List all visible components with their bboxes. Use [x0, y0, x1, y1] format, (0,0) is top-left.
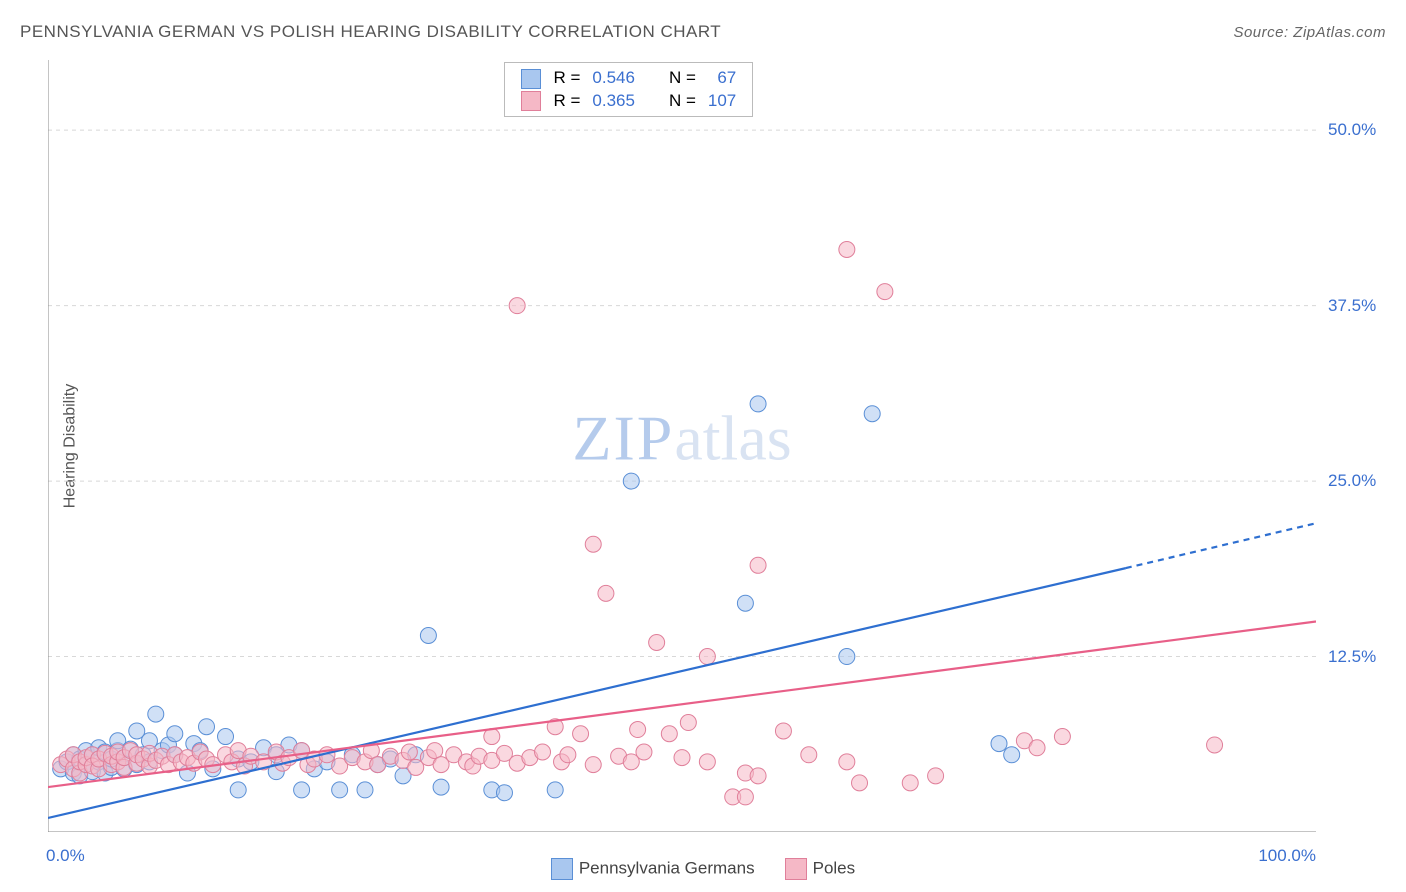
stat-r-value: 0.365 [586, 90, 641, 113]
title-bar: PENNSYLVANIA GERMAN VS POLISH HEARING DI… [20, 22, 1386, 42]
stat-n-label: N = [663, 67, 702, 90]
stat-swatch [521, 69, 541, 89]
y-tick-label: 37.5% [1328, 296, 1376, 316]
chart-title: PENNSYLVANIA GERMAN VS POLISH HEARING DI… [20, 22, 721, 42]
scatter-chart [48, 60, 1316, 832]
y-tick-label: 50.0% [1328, 120, 1376, 140]
stat-r-label: R = [547, 90, 586, 113]
plot-area: ZIPatlas R = 0.546 N = 67 R = 0.365 N = … [48, 60, 1316, 832]
series-legend: Pennsylvania Germans Poles [0, 858, 1406, 880]
stat-n-label: N = [663, 90, 702, 113]
legend-label: Poles [813, 858, 856, 877]
legend-item: Pennsylvania Germans [551, 858, 755, 880]
correlation-legend: R = 0.546 N = 67 R = 0.365 N = 107 [504, 62, 753, 117]
source-label: Source: ZipAtlas.com [1233, 24, 1386, 41]
stat-n-value: 67 [702, 67, 742, 90]
stat-swatch [521, 91, 541, 111]
stat-r-value: 0.546 [586, 67, 641, 90]
legend-item: Poles [785, 858, 856, 880]
legend-label: Pennsylvania Germans [579, 858, 755, 877]
y-tick-label: 25.0% [1328, 471, 1376, 491]
y-tick-label: 12.5% [1328, 647, 1376, 667]
legend-swatch [551, 858, 573, 880]
stat-r-label: R = [547, 67, 586, 90]
legend-swatch [785, 858, 807, 880]
stat-n-value: 107 [702, 90, 742, 113]
